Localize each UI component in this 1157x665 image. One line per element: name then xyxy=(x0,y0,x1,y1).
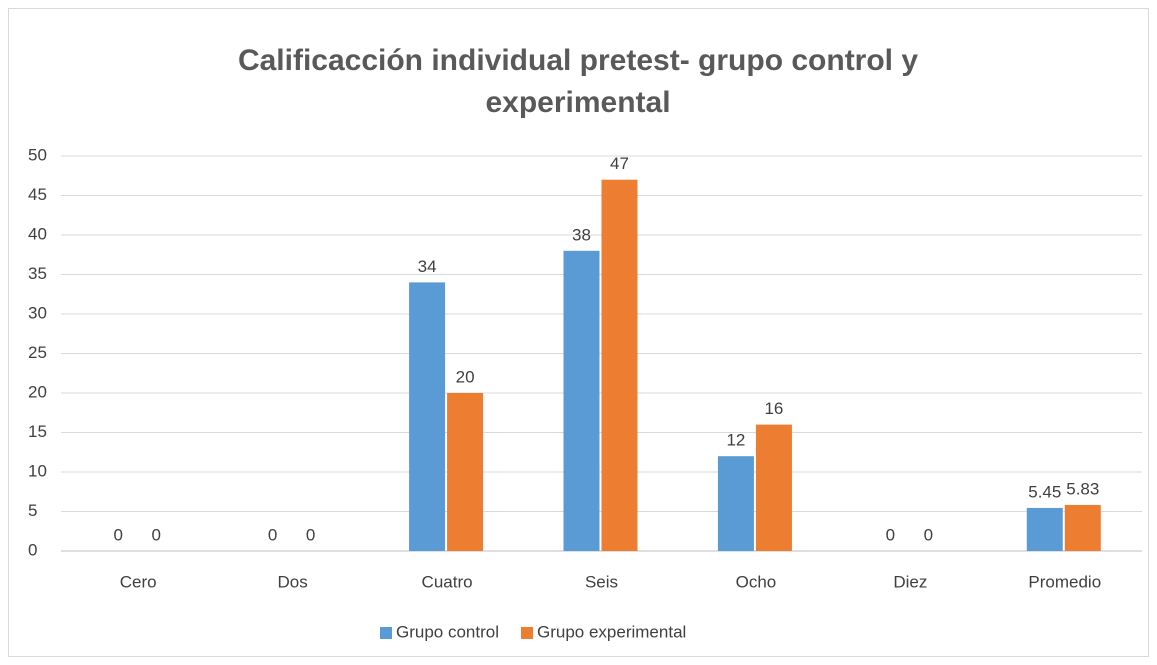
y-tick-label: 35 xyxy=(28,264,47,283)
y-tick-label: 0 xyxy=(28,540,37,559)
bar xyxy=(601,179,638,551)
y-tick-label: 50 xyxy=(28,145,47,164)
data-label: 0 xyxy=(886,525,895,544)
bar xyxy=(409,282,446,551)
data-label: 5.83 xyxy=(1066,479,1099,498)
data-label: 47 xyxy=(610,154,629,173)
bar xyxy=(755,424,792,551)
y-tick-label: 25 xyxy=(28,343,47,362)
y-tick-label: 10 xyxy=(28,461,47,480)
bar xyxy=(1026,507,1063,551)
x-tick-label: Diez xyxy=(893,572,927,591)
data-label: 38 xyxy=(572,225,591,244)
y-tick-label: 30 xyxy=(28,303,47,322)
data-label: 0 xyxy=(268,525,277,544)
x-tick-label: Cuatro xyxy=(422,572,473,591)
legend-swatch xyxy=(521,627,533,639)
data-label: 0 xyxy=(924,525,933,544)
y-tick-label: 20 xyxy=(28,382,47,401)
bar xyxy=(717,456,754,551)
x-tick-label: Cero xyxy=(120,572,157,591)
data-label: 16 xyxy=(764,399,783,418)
data-label: 0 xyxy=(113,525,122,544)
data-label: 5.45 xyxy=(1028,482,1061,501)
data-label: 0 xyxy=(306,525,315,544)
legend-label: Grupo experimental xyxy=(537,622,686,641)
data-label: 0 xyxy=(151,525,160,544)
data-label: 12 xyxy=(726,431,745,450)
x-tick-label: Seis xyxy=(585,572,618,591)
x-tick-label: Dos xyxy=(278,572,308,591)
legend-label: Grupo control xyxy=(396,622,499,641)
bar xyxy=(1064,504,1101,551)
bar xyxy=(563,250,600,552)
chart-title: Calificacción individual pretest- grupo … xyxy=(237,44,919,119)
data-label: 34 xyxy=(418,257,437,276)
legend-swatch xyxy=(380,627,392,639)
bar xyxy=(447,393,484,551)
x-tick-label: Ocho xyxy=(736,572,777,591)
y-tick-label: 5 xyxy=(28,501,37,520)
data-label: 20 xyxy=(456,367,475,386)
y-tick-label: 45 xyxy=(28,185,47,204)
y-tick-label: 15 xyxy=(28,422,47,441)
y-tick-label: 40 xyxy=(28,224,47,243)
x-tick-label: Promedio xyxy=(1028,572,1101,591)
